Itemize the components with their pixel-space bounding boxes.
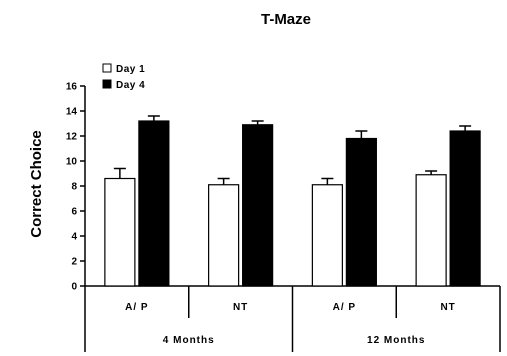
bar-day-1	[208, 184, 240, 287]
category-label: A/ P	[125, 302, 148, 313]
y-tick-label: 2	[71, 257, 77, 268]
y-axis-label: Correct Choice	[28, 130, 45, 238]
group-label: 4 Months	[163, 335, 215, 346]
legend-label: Day 1	[116, 64, 145, 75]
group-label: 12 Months	[367, 335, 425, 346]
legend-swatch	[102, 79, 112, 89]
y-tick-label: 4	[71, 232, 77, 243]
chart-title: T-Maze	[261, 11, 311, 28]
bar-day-1	[415, 174, 447, 287]
bar-day-1	[311, 184, 343, 287]
category-label: NT	[440, 302, 455, 313]
category-label: A/ P	[333, 302, 356, 313]
y-tick-label: 8	[71, 182, 77, 193]
plot-area: 0 2 4 6 8 10 12 14 16 A/ P NT A/ P NT 4 Months 12 Mont…	[66, 63, 501, 352]
legend-swatch	[102, 63, 112, 73]
bar-day-4	[345, 137, 377, 287]
y-tick-label: 14	[66, 107, 78, 118]
y-tick-label: 0	[71, 282, 77, 293]
bar-day-4	[449, 130, 481, 287]
bar-day-1	[104, 177, 136, 287]
y-tick-label: 12	[66, 132, 78, 143]
y-tick-label: 16	[66, 82, 78, 93]
bar-day-4	[138, 120, 170, 287]
bar-day-4	[242, 124, 274, 287]
category-label: NT	[233, 302, 248, 313]
legend-label: Day 4	[116, 80, 145, 91]
y-tick-label: 10	[66, 157, 78, 168]
y-tick-label: 6	[71, 207, 77, 218]
